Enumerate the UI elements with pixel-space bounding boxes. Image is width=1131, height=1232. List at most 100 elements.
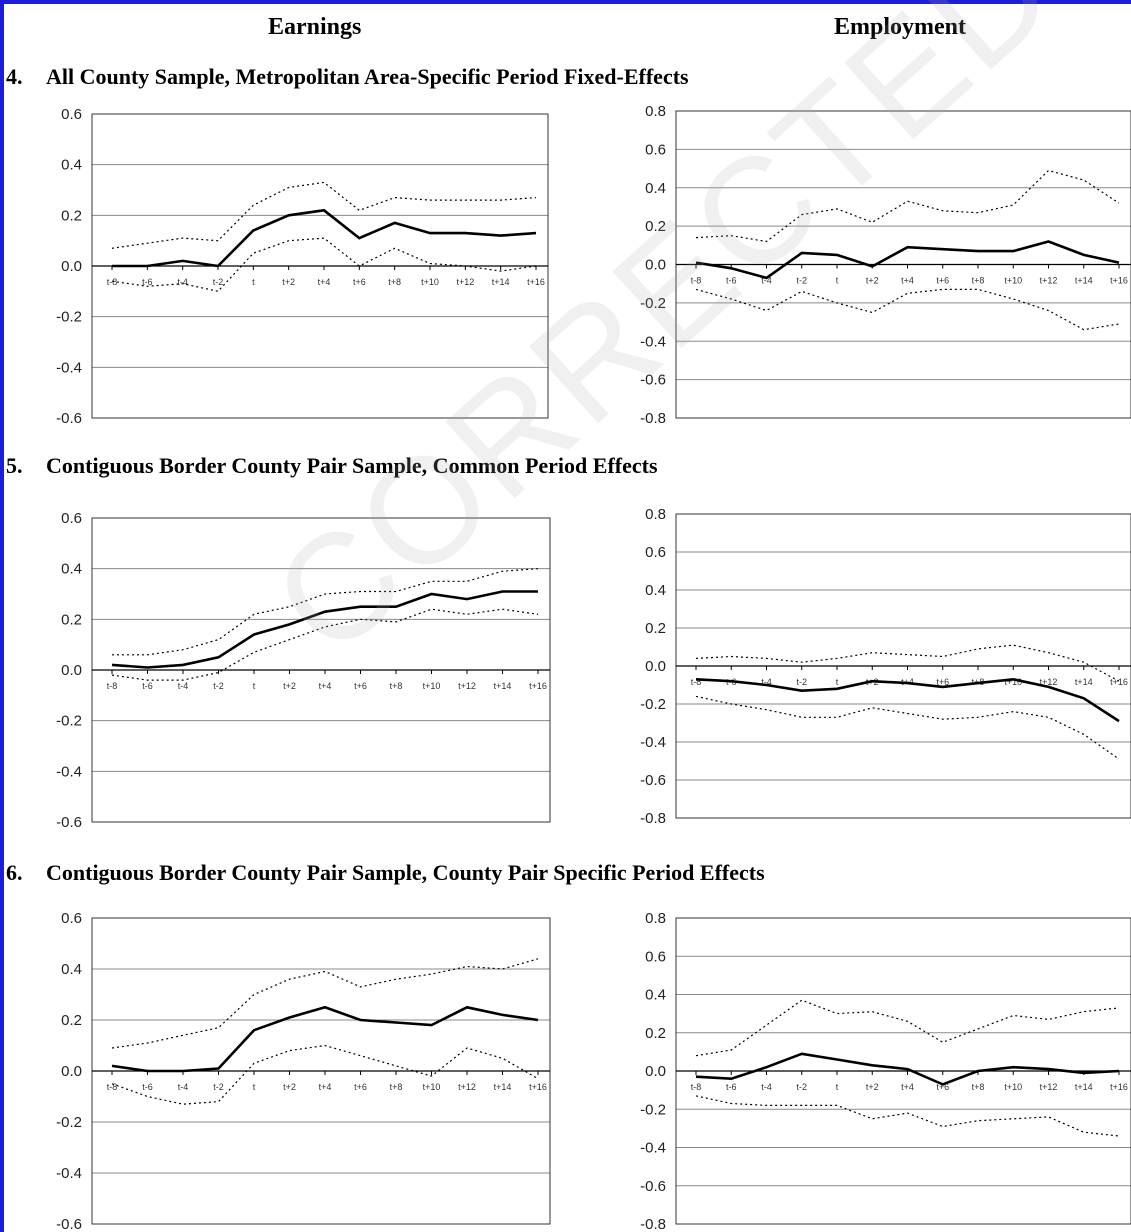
y-tick-label: 0.4 — [645, 180, 666, 197]
x-tick-label: t-4 — [177, 277, 188, 287]
section-5-title: 5. Contiguous Border County Pair Sample, … — [6, 453, 658, 479]
lower-bound-line — [111, 1044, 539, 1105]
frame-border-top — [0, 0, 1131, 4]
x-tick-label: t+6 — [354, 1082, 367, 1092]
x-tick-label: t — [252, 277, 255, 287]
y-tick-label: -0.6 — [640, 1178, 666, 1195]
x-tick-label: t-2 — [796, 276, 807, 286]
y-tick-label: -0.4 — [56, 1165, 82, 1182]
y-tick-label: -0.4 — [640, 1140, 666, 1157]
y-tick-label: 0.2 — [645, 1025, 666, 1042]
lower-bound-line — [695, 1095, 1120, 1137]
x-tick-label: t+14 — [492, 277, 510, 287]
x-tick-label: t-2 — [213, 681, 224, 691]
x-tick-label: t — [836, 1082, 839, 1092]
frame-border-left — [0, 0, 4, 1232]
x-tick-label: t+8 — [972, 1082, 985, 1092]
y-tick-label: -0.6 — [56, 410, 82, 427]
x-tick-label: t+10 — [421, 277, 439, 287]
lower-bound-line — [695, 695, 1120, 760]
x-tick-label: t-2 — [796, 1082, 807, 1092]
upper-bound-line — [112, 568, 539, 656]
x-tick-label: t-8 — [691, 677, 702, 687]
y-tick-label: -0.4 — [56, 359, 82, 376]
x-tick-label: t+12 — [456, 277, 474, 287]
section-6-title: 6. Contiguous Border County Pair Sample, … — [6, 860, 765, 886]
section-5-label: Contiguous Border County Pair Sample, Co… — [46, 453, 658, 478]
chart-4-employment: -0.8 -0.6 -0.4 -0.2 0.0 0.2 0.4 0.6 0.8 t-8 t-6 t-4… — [640, 103, 1131, 427]
x-tick-label: t-6 — [142, 1082, 153, 1092]
y-tick-label: -0.6 — [56, 1216, 82, 1232]
x-tick-label: t-4 — [761, 276, 772, 286]
x-tick-label: t-6 — [142, 277, 153, 287]
section-4-title: 4. All County Sample, Metropolitan Area-S… — [6, 64, 689, 90]
x-tick-label: t+10 — [423, 1082, 441, 1092]
x-tick-label: t+4 — [319, 1082, 332, 1092]
x-tick-label: t+2 — [282, 277, 295, 287]
y-tick-label: -0.8 — [640, 1216, 666, 1232]
x-tick-label: t+16 — [529, 1082, 547, 1092]
y-tick-label: 0.4 — [645, 582, 666, 599]
x-tick-label: t+8 — [388, 277, 401, 287]
x-tick-label: t-8 — [107, 681, 118, 691]
y-tick-label: 0.6 — [645, 141, 666, 158]
lower-bound-line — [111, 608, 539, 681]
y-tick-label: 0.0 — [645, 257, 666, 274]
y-tick-label: -0.2 — [56, 309, 82, 326]
x-tick-label: t-6 — [142, 681, 153, 691]
x-tick-label: t+8 — [390, 1082, 403, 1092]
y-tick-label: 0.0 — [61, 258, 82, 275]
upper-bound-line — [695, 999, 1120, 1057]
x-tick-label: t+14 — [494, 1082, 512, 1092]
y-tick-label: 0.6 — [61, 106, 82, 123]
lower-bound-line — [111, 237, 537, 292]
x-tick-label: t-4 — [761, 677, 772, 687]
estimate-line — [695, 677, 1120, 723]
x-tick-label: t-8 — [107, 277, 118, 287]
x-tick-label: t — [253, 681, 256, 691]
x-tick-label: t-6 — [726, 1082, 737, 1092]
y-tick-label: 0.8 — [645, 103, 666, 120]
earnings-column-header: Earnings — [268, 14, 362, 40]
x-tick-label: t+4 — [318, 277, 331, 287]
employment-column-header: Employment — [834, 14, 966, 40]
upper-bound-line — [695, 169, 1120, 243]
x-tick-label: t-6 — [726, 276, 737, 286]
x-tick-label: t-2 — [213, 277, 224, 287]
y-tick-label: 0.4 — [645, 987, 666, 1004]
x-tick-label: t+6 — [354, 681, 367, 691]
y-tick-label: -0.6 — [640, 372, 666, 389]
section-4-label: All County Sample, Metropolitan Area-Spe… — [46, 64, 689, 89]
x-tick-label: t+2 — [283, 1082, 296, 1092]
x-tick-label: t-2 — [213, 1082, 224, 1092]
x-tick-label: t-4 — [761, 1082, 772, 1092]
x-tick-label: t+2 — [866, 276, 879, 286]
y-tick-label: 0.2 — [61, 207, 82, 224]
x-tick-label: t+2 — [866, 1082, 879, 1092]
estimate-line — [695, 240, 1120, 280]
x-tick-label: t-2 — [796, 677, 807, 687]
x-tick-label: t+16 — [1110, 1082, 1128, 1092]
y-tick-label: -0.2 — [640, 295, 666, 312]
x-tick-label: t+10 — [423, 681, 441, 691]
section-6-label: Contiguous Border County Pair Sample, Co… — [46, 860, 765, 885]
x-tick-label: t+4 — [901, 1082, 914, 1092]
x-tick-label: t+6 — [936, 1082, 949, 1092]
y-tick-label: -0.2 — [56, 1114, 82, 1131]
y-tick-label: 0.8 — [645, 506, 666, 523]
x-tick-label: t+4 — [901, 276, 914, 286]
y-tick-label: -0.6 — [56, 814, 82, 831]
x-tick-label: t — [836, 677, 839, 687]
x-tick-label: t+10 — [1004, 1082, 1022, 1092]
x-tick-label: t+12 — [1040, 677, 1058, 687]
x-tick-label: t+2 — [283, 681, 296, 691]
x-tick-label: t+6 — [353, 277, 366, 287]
x-tick-label: t-4 — [178, 681, 189, 691]
y-tick-label: -0.4 — [56, 763, 82, 780]
x-tick-label: t+16 — [1110, 677, 1128, 687]
y-tick-label: 0.0 — [645, 1063, 666, 1080]
x-tick-label: t+14 — [1075, 1082, 1093, 1092]
estimate-line — [111, 590, 538, 669]
chart-5-employment: -0.8-0.6-0.4-0.20.00.20.40.60.8t-8 t-6 t-4… — [640, 506, 1131, 827]
